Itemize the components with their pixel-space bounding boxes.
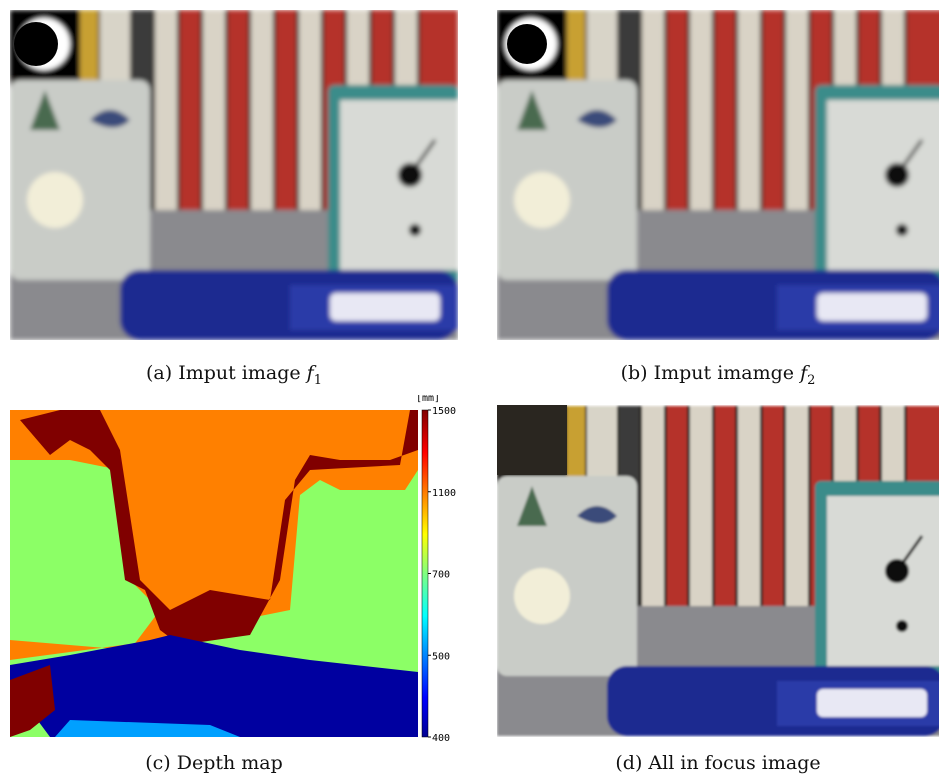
input-image-2 (497, 10, 939, 340)
figure: [mm] 1500 1100 700 500 400 (a) Imput image f… (0, 0, 939, 783)
caption-d: (d) All in focus image (615, 752, 820, 774)
colorbar (422, 410, 428, 737)
caption-c: (c) Depth map (145, 752, 283, 774)
colorbar-tick-label: 1500 (432, 406, 456, 417)
colorbar-tick-label: 500 (432, 651, 450, 662)
caption-b: (b) Imput imamge f2 (621, 362, 816, 388)
colorbar-tick-label: 1100 (432, 488, 456, 499)
colorbar-tick-label: 400 (432, 733, 450, 744)
colorbar-unit: [mm] (416, 395, 440, 404)
depth-map: [mm] 1500 1100 700 500 400 (10, 395, 480, 745)
colorbar-tick-label: 700 (432, 570, 450, 581)
colorbar-ticks: 1500 1100 700 500 400 (428, 406, 456, 744)
caption-a: (a) Imput image f1 (146, 362, 322, 388)
all-in-focus-image (497, 405, 939, 737)
input-image-1 (10, 10, 458, 340)
